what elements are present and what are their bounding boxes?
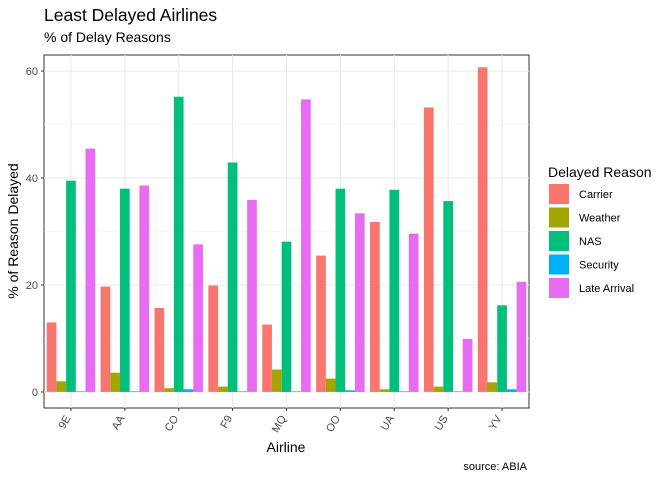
legend-label: Weather — [579, 213, 621, 225]
bar — [453, 391, 463, 393]
y-tick-label: 60 — [26, 66, 38, 78]
x-tick-label: UA — [379, 413, 397, 433]
chart-subtitle: % of Delay Reasons — [44, 29, 171, 45]
x-tick-label: US — [433, 414, 451, 433]
x-tick-label: F9 — [218, 414, 235, 431]
bar — [370, 221, 380, 392]
legend-label: Carrier — [579, 189, 613, 201]
legend-label: Late Arrival — [579, 283, 634, 295]
bar — [247, 199, 257, 392]
bar — [325, 378, 336, 392]
bar — [85, 148, 96, 392]
bar — [354, 213, 365, 392]
bar — [291, 391, 302, 393]
bar — [335, 188, 346, 392]
legend-key — [549, 184, 569, 204]
bar — [408, 233, 419, 392]
x-tick-label: YV — [487, 413, 505, 432]
bar — [110, 372, 120, 392]
legend-label: Security — [579, 260, 619, 272]
legend-key — [549, 207, 569, 228]
bar — [345, 390, 355, 392]
bar — [423, 107, 434, 392]
x-tick-label: OO — [324, 413, 343, 434]
y-tick-label: 40 — [26, 173, 38, 185]
bar — [129, 391, 140, 393]
bar — [462, 339, 473, 392]
bar — [281, 241, 292, 392]
bar — [237, 391, 248, 393]
y-tick-label: 0 — [32, 387, 38, 399]
bar — [227, 162, 238, 392]
bar — [487, 382, 498, 392]
bar — [506, 389, 517, 392]
bar — [164, 388, 174, 392]
bar — [218, 386, 228, 392]
legend-key — [549, 254, 569, 275]
bar — [183, 389, 194, 392]
x-axis-label: Airline — [267, 439, 306, 455]
legend-key — [549, 278, 569, 298]
bar — [389, 189, 400, 392]
bar — [477, 67, 488, 392]
bar — [271, 369, 282, 392]
y-axis-label: % of Reason Delayed — [5, 163, 21, 298]
chart-title: Least Delayed Airlines — [44, 5, 217, 25]
bar — [46, 322, 57, 392]
bar — [56, 381, 67, 392]
legend-key — [549, 231, 569, 251]
legend-label: NAS — [579, 236, 602, 248]
bar — [154, 307, 165, 392]
bar — [379, 389, 390, 392]
x-tick-label: MQ — [270, 413, 289, 435]
bar — [497, 305, 507, 392]
bar — [301, 99, 311, 392]
bar — [316, 255, 326, 392]
bar — [516, 281, 527, 392]
bar — [66, 180, 76, 392]
bar — [399, 391, 409, 393]
y-tick-label: 20 — [26, 280, 38, 292]
bar — [433, 386, 444, 392]
x-tick-label: AA — [110, 413, 128, 432]
bar — [208, 285, 219, 392]
bar — [75, 391, 86, 393]
legend-title: Delayed Reason — [548, 164, 652, 180]
bar — [100, 286, 111, 392]
bars-layer — [46, 67, 527, 393]
bar — [173, 96, 184, 392]
bar — [193, 244, 203, 392]
bar — [139, 185, 150, 392]
legend: Delayed Reason Carrier Weather NAS Security… — [548, 164, 652, 298]
chart-caption: source: ABIA — [463, 461, 527, 473]
x-tick-label: 9E — [56, 414, 73, 432]
x-tick-label: CO — [163, 413, 182, 434]
bar — [443, 201, 454, 392]
bar — [262, 324, 272, 392]
bar — [119, 188, 130, 392]
